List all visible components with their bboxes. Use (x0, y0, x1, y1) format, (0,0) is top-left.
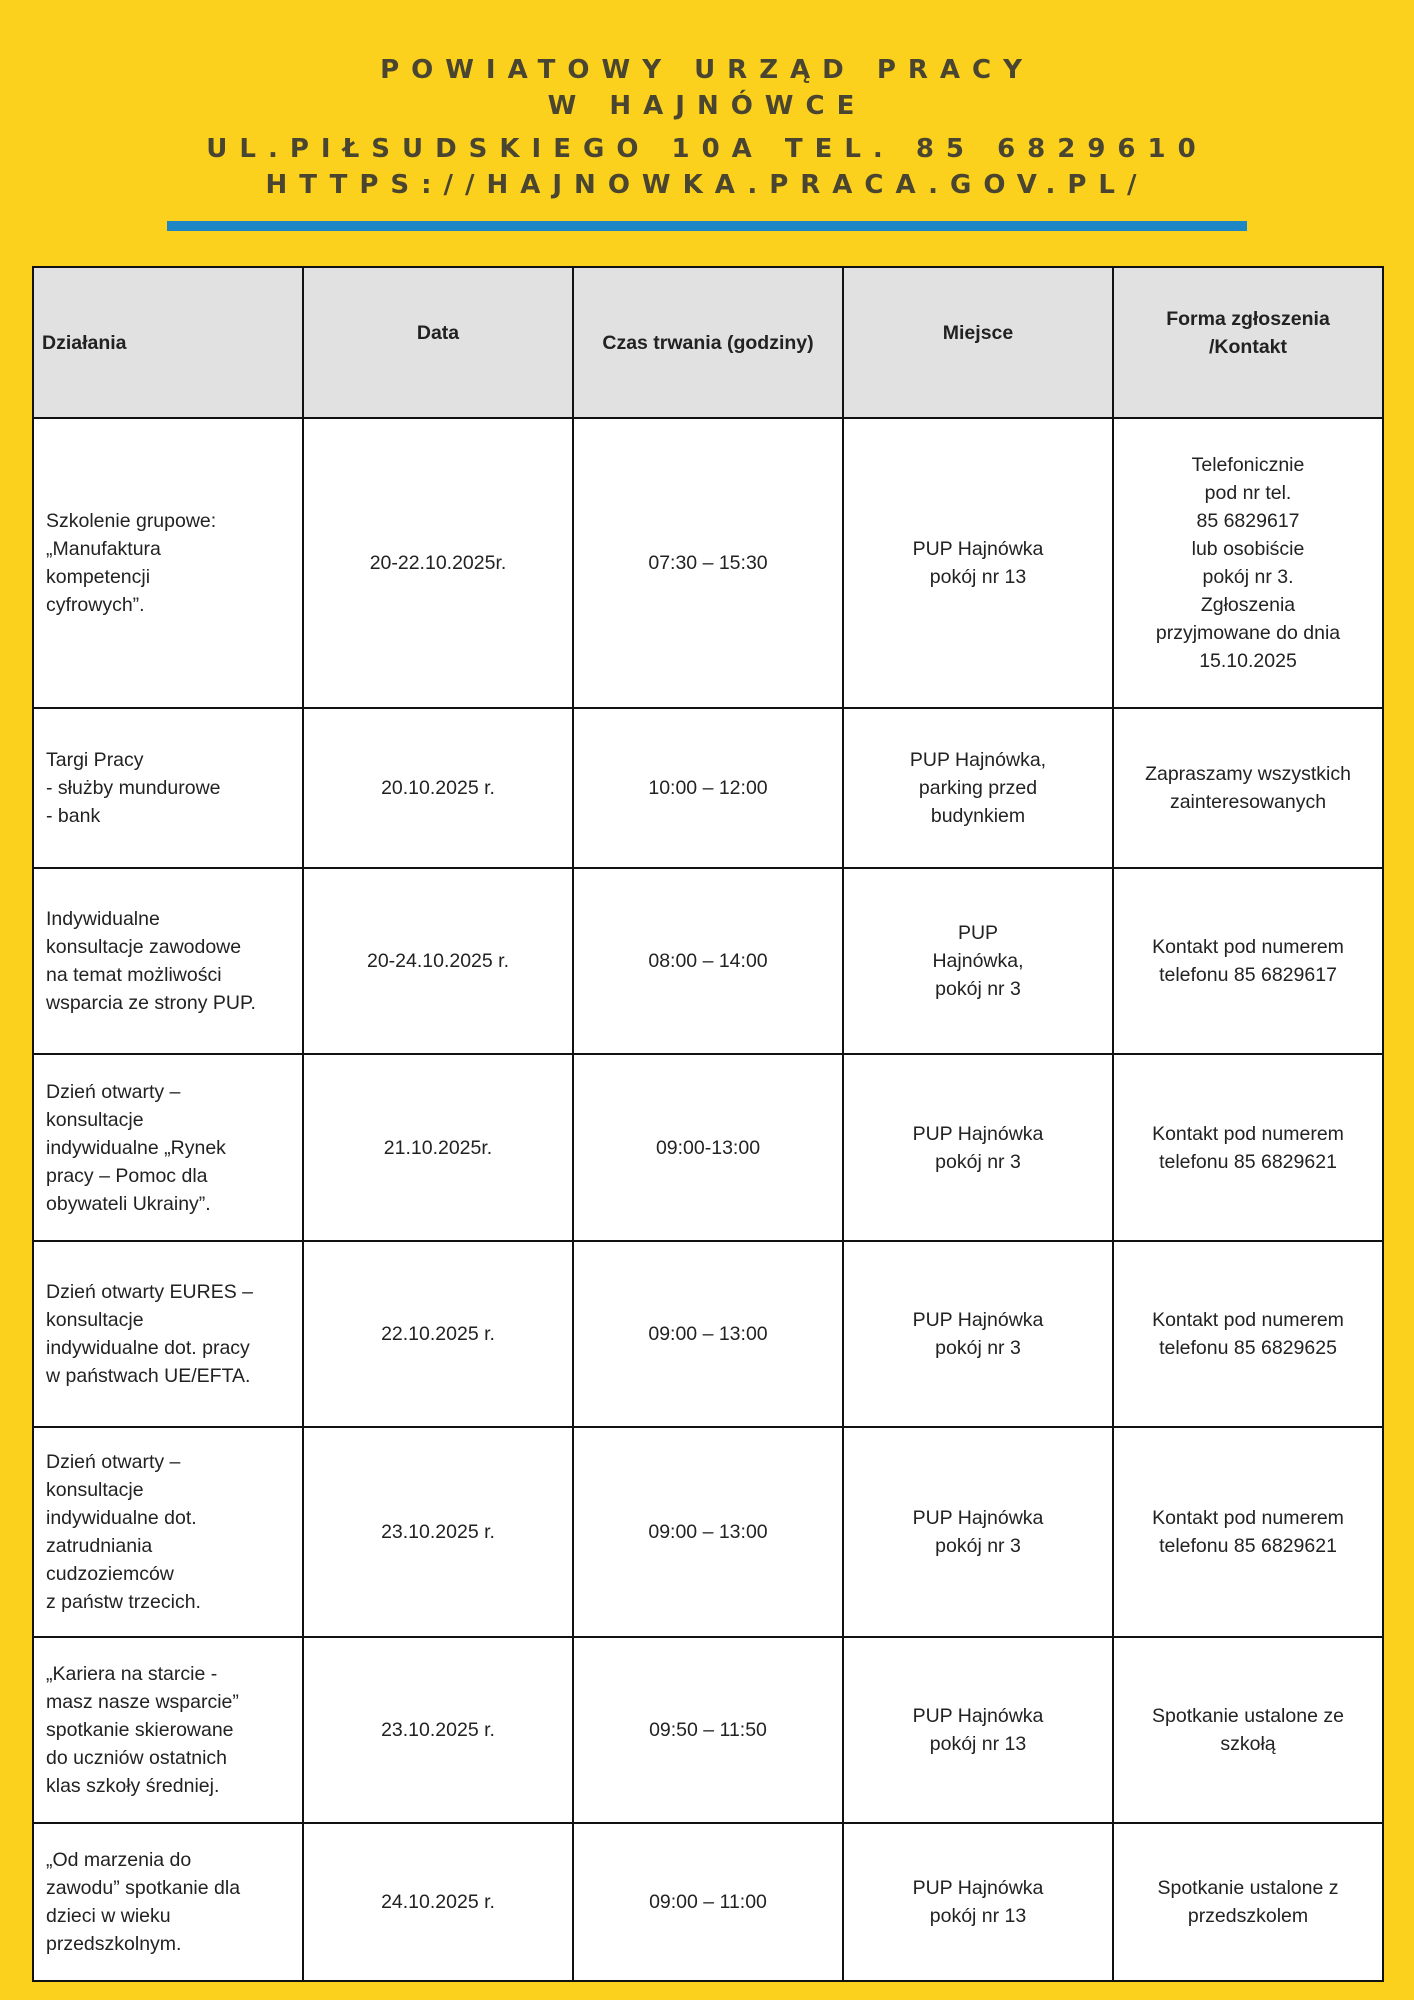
cell-activity: „Kariera na starcie - masz nasze wsparci… (32, 1636, 304, 1824)
table-row: Dzień otwarty – konsultacje indywidualne… (32, 1426, 1384, 1638)
table-row: Szkolenie grupowe: „Manufaktura kompeten… (32, 417, 1384, 709)
cell-duration: 09:00-13:00 (572, 1053, 844, 1242)
cell-date: 21.10.2025r. (302, 1053, 574, 1242)
office-address: UL.PIŁSUDSKIEGO 10A TEL. 85 6829610 (206, 134, 1208, 164)
cell-date: 20.10.2025 r. (302, 707, 574, 869)
cell-contact: Kontakt pod numerem telefonu 85 6829625 (1112, 1240, 1384, 1428)
cell-activity: Dzień otwarty – konsultacje indywidualne… (32, 1426, 304, 1638)
cell-duration: 07:30 – 15:30 (572, 417, 844, 709)
cell-date: 23.10.2025 r. (302, 1636, 574, 1824)
cell-date: 23.10.2025 r. (302, 1426, 574, 1638)
cell-contact: Telefonicznie pod nr tel. 85 6829617 lub… (1112, 417, 1384, 709)
events-table: Działania Data Czas trwania (godziny) Mi… (32, 266, 1384, 1982)
table-row: Targi Pracy - służby mundurowe - bank 20.… (32, 707, 1384, 869)
cell-activity: Dzień otwarty – konsultacje indywidualne… (32, 1053, 304, 1242)
cell-contact: Kontakt pod numerem telefonu 85 6829621 (1112, 1053, 1384, 1242)
column-header-place: Miejsce (842, 266, 1114, 419)
cell-date: 22.10.2025 r. (302, 1240, 574, 1428)
cell-contact: Spotkanie ustalone z przedszkolem (1112, 1822, 1384, 1982)
column-header-date: Data (302, 266, 574, 419)
divider-bar (167, 221, 1247, 231)
cell-activity: Szkolenie grupowe: „Manufaktura kompeten… (32, 417, 304, 709)
cell-place: PUP Hajnówka pokój nr 13 (842, 1636, 1114, 1824)
cell-date: 20-22.10.2025r. (302, 417, 574, 709)
cell-place: PUP Hajnówka pokój nr 3 (842, 1053, 1114, 1242)
table-row: „Kariera na starcie - masz nasze wsparci… (32, 1636, 1384, 1824)
cell-activity: Targi Pracy - służby mundurowe - bank (32, 707, 304, 869)
cell-date: 20-24.10.2025 r. (302, 867, 574, 1055)
cell-place: PUP Hajnówka pokój nr 13 (842, 417, 1114, 709)
office-website: HTTPS://HAJNOWKA.PRACA.GOV.PL/ (265, 170, 1149, 200)
table-row: „Od marzenia do zawodu” spotkanie dla dz… (32, 1822, 1384, 1982)
column-header-duration: Czas trwania (godziny) (572, 266, 844, 419)
table-row: Dzień otwarty – konsultacje indywidualne… (32, 1053, 1384, 1242)
cell-date: 24.10.2025 r. (302, 1822, 574, 1982)
table-row: Indywidualne konsultacje zawodowe na tem… (32, 867, 1384, 1055)
cell-contact: Kontakt pod numerem telefonu 85 6829621 (1112, 1426, 1384, 1638)
cell-place: PUP Hajnówka pokój nr 3 (842, 1426, 1114, 1638)
cell-duration: 09:00 – 13:00 (572, 1240, 844, 1428)
cell-activity: Indywidualne konsultacje zawodowe na tem… (32, 867, 304, 1055)
column-header-activities: Działania (32, 266, 304, 419)
cell-place: PUP Hajnówka, pokój nr 3 (842, 867, 1114, 1055)
cell-contact: Zapraszamy wszystkich zainteresowanych (1112, 707, 1384, 869)
cell-duration: 09:50 – 11:50 (572, 1636, 844, 1824)
cell-place: PUP Hajnówka pokój nr 13 (842, 1822, 1114, 1982)
office-city: W HAJNÓWCE (547, 91, 867, 121)
cell-duration: 10:00 – 12:00 (572, 707, 844, 869)
column-header-contact: Forma zgłoszenia /Kontakt (1112, 266, 1384, 419)
cell-activity: Dzień otwarty EURES – konsultacje indywi… (32, 1240, 304, 1428)
cell-place: PUP Hajnówka, parking przed budynkiem (842, 707, 1114, 869)
cell-place: PUP Hajnówka pokój nr 3 (842, 1240, 1114, 1428)
cell-duration: 08:00 – 14:00 (572, 867, 844, 1055)
cell-activity: „Od marzenia do zawodu” spotkanie dla dz… (32, 1822, 304, 1982)
table-header-row: Działania Data Czas trwania (godziny) Mi… (32, 266, 1384, 419)
cell-contact: Kontakt pod numerem telefonu 85 6829617 (1112, 867, 1384, 1055)
table-row: Dzień otwarty EURES – konsultacje indywi… (32, 1240, 1384, 1428)
cell-duration: 09:00 – 13:00 (572, 1426, 844, 1638)
office-name: POWIATOWY URZĄD PRACY (380, 55, 1034, 85)
cell-contact: Spotkanie ustalone ze szkołą (1112, 1636, 1384, 1824)
cell-duration: 09:00 – 11:00 (572, 1822, 844, 1982)
